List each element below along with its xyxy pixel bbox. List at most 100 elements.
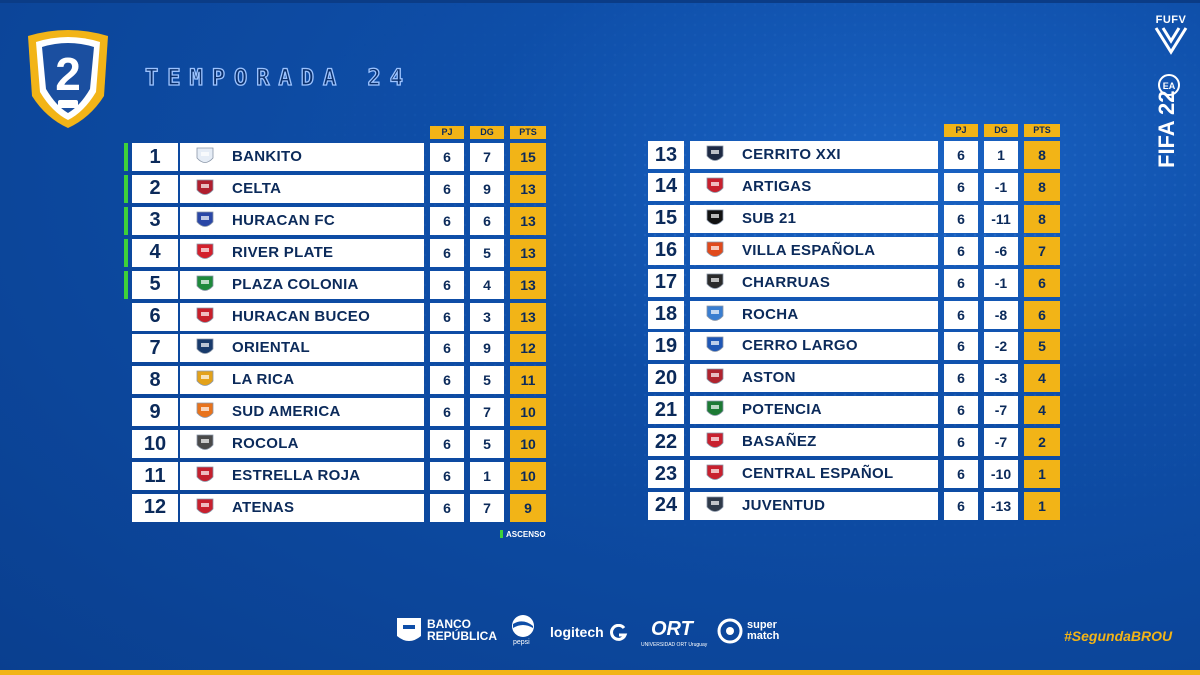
team-cell: RIVER PLATE xyxy=(180,238,424,267)
dg-cell: 9 xyxy=(470,334,504,363)
logitech-g-icon xyxy=(610,624,628,641)
column-header-pts: PTS xyxy=(1024,124,1060,137)
dg-cell: -1 xyxy=(984,268,1018,297)
sub-21-shield-icon xyxy=(706,209,724,225)
table-row: 2 CELTA 6 9 13 xyxy=(124,174,550,203)
fifa-logo: EA FIFA 22 xyxy=(1150,74,1188,178)
pts-cell: 8 xyxy=(1024,172,1060,201)
aston-shield-icon xyxy=(706,368,724,385)
pj-cell: 6 xyxy=(430,270,464,299)
pts-cell: 12 xyxy=(510,334,546,363)
position-cell: 6 xyxy=(132,302,178,331)
fifa-logo-text: FIFA 22 xyxy=(1154,90,1179,168)
dg-cell: 5 xyxy=(470,366,504,395)
team-cell: ROCOLA xyxy=(180,430,424,459)
dg-cell: -6 xyxy=(984,236,1018,265)
team-name: ATENAS xyxy=(232,498,295,516)
legend-swatch-ascenso xyxy=(500,530,503,538)
position-cell: 12 xyxy=(132,493,178,522)
column-header-dg: DG xyxy=(470,126,504,139)
team-name: LA RICA xyxy=(232,371,295,389)
position-cell: 22 xyxy=(648,428,684,457)
pts-cell: 10 xyxy=(510,398,546,427)
ascenso-marker xyxy=(124,270,128,299)
pts-cell: 15 xyxy=(510,143,546,171)
team-name: JUVENTUD xyxy=(742,496,826,514)
pts-cell: 13 xyxy=(510,174,546,203)
table-row: 24 JUVENTUD 6 -13 1 xyxy=(648,491,1064,520)
dg-cell: 7 xyxy=(470,143,504,171)
plaza-colonia-shield-icon xyxy=(196,275,214,291)
table-row: 3 HURACAN FC 6 6 13 xyxy=(124,206,550,235)
position-cell: 13 xyxy=(648,141,684,169)
ort-logo-subtitle: UNIVERSIDAD ORT Uruguay xyxy=(641,642,708,648)
celta-shield-icon xyxy=(196,179,214,195)
ascenso-marker xyxy=(124,143,128,171)
dg-cell: -13 xyxy=(984,491,1018,520)
dg-cell: 7 xyxy=(470,398,504,427)
villa-espanola-shield-icon xyxy=(706,241,724,257)
team-name: BANKITO xyxy=(232,148,303,165)
table-row: 12 ATENAS 6 7 9 xyxy=(124,493,550,522)
pts-cell: 13 xyxy=(510,270,546,299)
pts-cell: 2 xyxy=(1024,428,1060,457)
dg-cell: 1 xyxy=(470,462,504,490)
team-name: VILLA ESPAÑOLA xyxy=(742,241,876,259)
pj-cell: 6 xyxy=(944,141,978,169)
team-name: CERRITO XXI xyxy=(742,146,841,163)
pj-cell: 6 xyxy=(430,302,464,331)
pj-cell: 6 xyxy=(944,491,978,520)
team-name: ROCHA xyxy=(742,305,799,323)
pj-cell: 6 xyxy=(430,493,464,522)
dg-cell: 4 xyxy=(470,270,504,299)
team-cell: ASTON xyxy=(690,364,938,393)
pts-cell: 1 xyxy=(1024,491,1060,520)
dg-cell: 1 xyxy=(984,141,1018,169)
ascenso-marker xyxy=(124,206,128,235)
juventud-shield-icon xyxy=(706,496,724,512)
pj-cell: 6 xyxy=(944,300,978,329)
page-title: TEMPORADA 24 xyxy=(144,65,412,91)
pj-cell: 6 xyxy=(430,430,464,459)
team-name: CENTRAL ESPAÑOL xyxy=(742,465,894,482)
legend-label: ASCENSO xyxy=(506,529,546,539)
pts-cell: 10 xyxy=(510,430,546,459)
pts-cell: 4 xyxy=(1024,396,1060,425)
position-cell: 17 xyxy=(648,268,684,297)
table-row: 10 ROCOLA 6 5 10 xyxy=(124,430,550,459)
table-row: 13 CERRITO XXI 6 1 8 xyxy=(648,141,1064,169)
pj-cell: 6 xyxy=(944,204,978,233)
dg-cell: -10 xyxy=(984,460,1018,488)
standings-table-left: PJ DG PTS 1 BANKITO 6 7 15 2 CELTA 6 9 13 3 HURACAN… xyxy=(124,126,550,526)
fufv-logo-text: FUFV xyxy=(1155,14,1187,26)
position-cell: 20 xyxy=(648,364,684,393)
table-row: 9 SUD AMERICA 6 7 10 xyxy=(124,398,550,427)
position-cell: 7 xyxy=(132,334,178,363)
banco-republica-icon xyxy=(397,618,421,641)
team-cell: ATENAS xyxy=(180,493,424,522)
dg-cell: -8 xyxy=(984,300,1018,329)
pts-cell: 13 xyxy=(510,302,546,331)
pts-cell: 10 xyxy=(510,462,546,490)
position-cell: 16 xyxy=(648,236,684,265)
table-row: 17 CHARRUAS 6 -1 6 xyxy=(648,268,1064,297)
team-cell: SUD AMERICA xyxy=(180,398,424,427)
position-cell: 4 xyxy=(132,238,178,267)
column-header-pts: PTS xyxy=(510,126,546,139)
team-cell: ESTRELLA ROJA xyxy=(180,462,424,490)
team-cell: ROCHA xyxy=(690,300,938,329)
position-cell: 1 xyxy=(132,143,178,171)
table-row: 6 HURACAN BUCEO 6 3 13 xyxy=(124,302,550,331)
supermatch-line1: super xyxy=(747,619,777,631)
position-cell: 14 xyxy=(648,172,684,201)
table-row: 16 VILLA ESPAÑOLA 6 -6 7 xyxy=(648,236,1064,265)
team-name: RIVER PLATE xyxy=(232,243,334,261)
pj-cell: 6 xyxy=(430,238,464,267)
pts-cell: 8 xyxy=(1024,204,1060,233)
table-row: 11 ESTRELLA ROJA 6 1 10 xyxy=(124,462,550,490)
pj-cell: 6 xyxy=(430,366,464,395)
charruas-shield-icon xyxy=(706,273,724,289)
ea-icon: EA xyxy=(1158,74,1180,96)
cerro-largo-shield-icon xyxy=(706,336,724,353)
table-row: 15 SUB 21 6 -11 8 xyxy=(648,204,1064,233)
